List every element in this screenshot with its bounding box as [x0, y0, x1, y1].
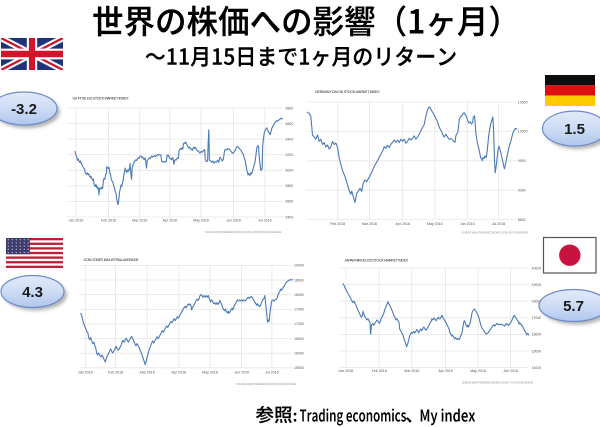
svg-text:Apr 2016: Apr 2016 — [395, 222, 410, 226]
svg-text:Jul 2016: Jul 2016 — [492, 222, 506, 226]
svg-text:18000: 18000 — [294, 293, 304, 297]
svg-text:17000: 17000 — [532, 316, 542, 320]
svg-text:May 2016: May 2016 — [427, 222, 443, 226]
svg-text:SOURCE: WWW.TRADINGECONOMICS.C: SOURCE: WWW.TRADINGECONOMICS.COM | LONDO… — [205, 230, 282, 234]
svg-text:4.3: 4.3 — [22, 284, 43, 301]
svg-text:Jul 2016: Jul 2016 — [265, 371, 279, 375]
svg-text:Feb 2016: Feb 2016 — [101, 219, 116, 223]
svg-text:5400: 5400 — [286, 215, 294, 219]
svg-text:Jun 2016: Jun 2016 — [460, 222, 475, 226]
svg-text:Jan 2016: Jan 2016 — [69, 219, 84, 223]
svg-text:Jul 2016: Jul 2016 — [258, 219, 272, 223]
svg-text:UK FTSE 100 STOCK MARKET INDEX: UK FTSE 100 STOCK MARKET INDEX — [73, 97, 130, 101]
svg-text:May 2016: May 2016 — [202, 371, 218, 375]
svg-text:1.5: 1.5 — [564, 121, 585, 138]
svg-text:Jan 2016: Jan 2016 — [78, 371, 93, 375]
svg-text:Jun 2016: Jun 2016 — [226, 219, 241, 223]
svg-text:JAPAN NIKKEI 225 STOCK MARKET: JAPAN NIKKEI 225 STOCK MARKET INDEX — [345, 259, 409, 263]
svg-text:-3.2: -3.2 — [11, 101, 37, 118]
svg-text:5600: 5600 — [286, 200, 294, 204]
svg-text:Feb 2016: Feb 2016 — [372, 369, 387, 373]
svg-text:SOURCE: WWW.TRADINGECONOMICS.C: SOURCE: WWW.TRADINGECONOMICS.COM | DOW J… — [236, 382, 296, 386]
svg-text:16000: 16000 — [294, 352, 304, 356]
svg-text:15500: 15500 — [294, 366, 304, 370]
svg-text:19000: 19000 — [532, 283, 542, 287]
svg-text:May 2016: May 2016 — [470, 369, 486, 373]
svg-text:8500: 8500 — [518, 218, 526, 222]
svg-text:9000: 9000 — [518, 189, 526, 193]
svg-text:Jun 2016: Jun 2016 — [234, 371, 249, 375]
svg-text:15000: 15000 — [532, 349, 542, 353]
svg-text:9500: 9500 — [518, 159, 526, 163]
svg-text:16500: 16500 — [294, 337, 304, 341]
svg-text:Mar 2016: Mar 2016 — [132, 219, 147, 223]
svg-text:10500: 10500 — [518, 100, 528, 104]
svg-text:Feb 2016: Feb 2016 — [108, 371, 123, 375]
svg-text:20000: 20000 — [532, 266, 542, 270]
svg-text:6400: 6400 — [286, 138, 294, 142]
svg-text:Mar 2016: Mar 2016 — [140, 371, 155, 375]
svg-text:16000: 16000 — [532, 333, 542, 337]
svg-text:10000: 10000 — [518, 130, 528, 134]
svg-text:Apr 2016: Apr 2016 — [172, 371, 187, 375]
svg-text:17500: 17500 — [294, 308, 304, 312]
svg-text:Apr 2016: Apr 2016 — [163, 219, 178, 223]
svg-text:19000: 19000 — [294, 264, 304, 268]
svg-text:5800: 5800 — [286, 184, 294, 188]
svg-text:Apr 2016: Apr 2016 — [438, 369, 453, 373]
svg-text:5.7: 5.7 — [563, 298, 584, 315]
svg-text:6200: 6200 — [286, 153, 294, 157]
svg-text:18000: 18000 — [532, 300, 542, 304]
svg-text:17000: 17000 — [294, 322, 304, 326]
svg-text:14000: 14000 — [532, 366, 542, 370]
svg-text:18500: 18500 — [294, 278, 304, 282]
svg-text:SOURCE: WWW.TRADINGECONOMICS.C: SOURCE: WWW.TRADINGECONOMICS.COM | TYO S… — [462, 381, 534, 385]
svg-text:6000: 6000 — [286, 169, 294, 173]
svg-text:SOURCE: WWW.TRADINGECONOMICS.C: SOURCE: WWW.TRADINGECONOMICS.COM | DEUTS… — [462, 231, 529, 235]
svg-text:Jan 2016: Jan 2016 — [339, 369, 354, 373]
svg-text:6600: 6600 — [286, 122, 294, 126]
svg-text:Mar 2016: Mar 2016 — [362, 222, 377, 226]
svg-text:DOW JONES INDUSTRIAL AVERAGE: DOW JONES INDUSTRIAL AVERAGE — [84, 258, 140, 262]
svg-text:Mar 2016: Mar 2016 — [404, 369, 419, 373]
svg-text:Feb 2016: Feb 2016 — [330, 222, 345, 226]
svg-text:6800: 6800 — [286, 106, 294, 110]
svg-text:Jun 2016: Jun 2016 — [503, 369, 518, 373]
svg-text:May 2016: May 2016 — [193, 219, 209, 223]
svg-text:GERMANY DAX 30 STOCK MARKET IN: GERMANY DAX 30 STOCK MARKET INDEX — [315, 90, 380, 94]
